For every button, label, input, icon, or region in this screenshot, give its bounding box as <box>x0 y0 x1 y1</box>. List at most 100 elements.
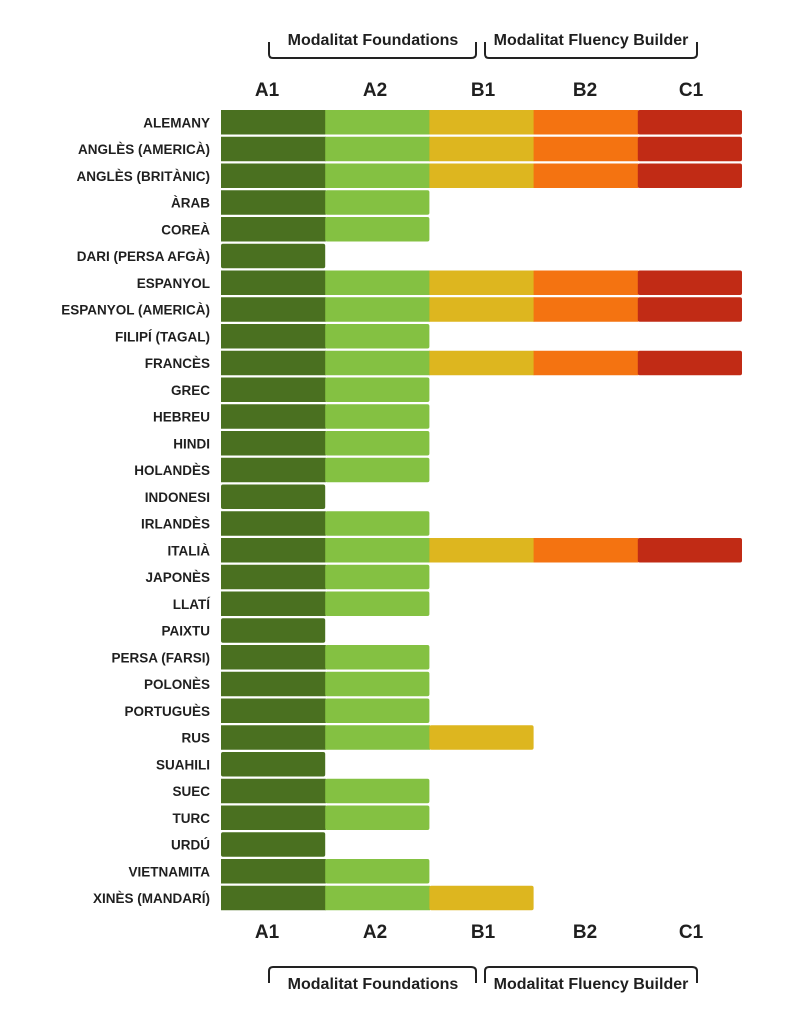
level-label-b1: B1 <box>471 80 496 101</box>
bar-segment-a2 <box>325 725 430 750</box>
language-label: ESPANYOL (AMERICÀ) <box>61 303 210 318</box>
bar-segment-b2 <box>533 110 639 135</box>
bar-segment-a2 <box>325 511 430 536</box>
bar-segment-a1 <box>221 404 326 429</box>
bar-segment-b2 <box>533 136 639 162</box>
bar-segment-b2 <box>533 538 639 563</box>
bar-row <box>221 457 430 483</box>
bar-segment-a1 <box>221 725 326 750</box>
bar-row <box>221 110 742 135</box>
bar-row <box>221 484 326 509</box>
bar-segment-a2 <box>325 859 430 884</box>
bar-row <box>221 243 326 269</box>
bar-segment-a1 <box>221 243 326 269</box>
bar-row <box>221 136 742 162</box>
bar-segment-b1 <box>429 350 535 376</box>
bar-segment-b1 <box>429 297 535 322</box>
bar-segment-b1 <box>429 885 534 911</box>
bar-row <box>221 404 430 429</box>
level-label-b1: B1 <box>471 922 496 943</box>
language-labels: ALEMANY ANGLÈS (AMERICÀ) ANGLÈS (BRITÀNIC)… <box>61 115 211 906</box>
bar-segment-a2 <box>325 564 430 590</box>
bar-segment-b1 <box>429 538 535 563</box>
language-label: INDONESI <box>145 490 210 505</box>
bar-segment-a1 <box>221 671 326 697</box>
bar-row <box>221 511 430 536</box>
bar-segment-a2 <box>325 698 430 723</box>
bar-segment-a1 <box>221 163 326 188</box>
bar-segment-a2 <box>325 324 430 349</box>
language-label: JAPONÈS <box>145 570 210 585</box>
bar-segment-a2 <box>325 163 430 188</box>
bar-segment-c1 <box>637 538 742 563</box>
bar-segment-a1 <box>221 190 326 215</box>
bar-segment-a2 <box>325 778 430 804</box>
bar-segment-a1 <box>221 885 326 911</box>
bar-segment-a1 <box>221 136 326 162</box>
bar-segment-a2 <box>325 190 430 215</box>
bar-row <box>221 324 430 349</box>
bar-segment-c1 <box>637 163 742 188</box>
bar-row <box>221 297 742 322</box>
level-label-a2: A2 <box>363 922 387 943</box>
bar-segment-a1 <box>221 778 326 804</box>
bar-segment-a2 <box>325 270 430 295</box>
bar-segment-a1 <box>221 270 326 295</box>
bar-row <box>221 698 430 723</box>
bar-segment-b1 <box>429 110 535 135</box>
level-label-c1: C1 <box>679 80 704 101</box>
bar-row <box>221 350 742 376</box>
bar-segment-a2 <box>325 431 430 456</box>
language-label: ALEMANY <box>143 115 210 130</box>
modality-fluency-label: Modalitat Fluency Builder <box>494 32 689 49</box>
bar-segment-a2 <box>325 805 430 830</box>
bar-segment-a1 <box>221 832 326 857</box>
level-label-b2: B2 <box>573 922 597 943</box>
bar-row <box>221 752 326 777</box>
foundations-bracket <box>268 42 477 59</box>
level-label-c1: C1 <box>679 922 704 943</box>
modality-foundations-label: Modalitat Foundations <box>288 32 459 49</box>
language-label: RUS <box>181 731 210 746</box>
bar-segment-a2 <box>325 350 430 376</box>
top-level-axis: A1 A2 B1 B2 C1 Modalitat Foundations Modalitat… <box>255 32 704 101</box>
level-label-a1: A1 <box>255 922 280 943</box>
bar-segment-a1 <box>221 752 326 777</box>
bar-segment-a1 <box>221 591 326 616</box>
bar-row <box>221 270 742 295</box>
bar-segment-a1 <box>221 457 326 483</box>
bar-segment-a2 <box>325 885 430 911</box>
bar-segment-a1 <box>221 538 326 563</box>
bar-segment-a2 <box>325 538 430 563</box>
bar-row <box>221 859 430 884</box>
language-label: HOLANDÈS <box>134 463 210 478</box>
bar-row <box>221 725 534 750</box>
bar-row <box>221 671 430 697</box>
bar-segment-a2 <box>325 457 430 483</box>
level-label-a2: A2 <box>363 80 387 101</box>
bar-segment-a1 <box>221 698 326 723</box>
bar-row <box>221 805 430 830</box>
bar-segment-b1 <box>429 163 535 188</box>
bar-segment-c1 <box>637 136 742 162</box>
bar-segment-a1 <box>221 431 326 456</box>
language-label: PAIXTU <box>161 624 210 639</box>
bar-segment-a1 <box>221 217 326 242</box>
bar-segment-a2 <box>325 404 430 429</box>
bar-segment-a1 <box>221 377 326 402</box>
bar-segment-a1 <box>221 618 326 643</box>
language-label: SUAHILI <box>156 757 210 772</box>
bar-row <box>221 217 430 242</box>
language-label: DARI (PERSA AFGÀ) <box>77 249 210 264</box>
language-label: PORTUGUÈS <box>124 704 210 719</box>
language-label: HEBREU <box>153 410 210 425</box>
language-label: FILIPÍ (TAGAL) <box>115 329 210 344</box>
language-label: ANGLÈS (AMERICÀ) <box>78 142 210 157</box>
bar-segment-a1 <box>221 484 326 509</box>
language-label: ITALIÀ <box>168 543 211 558</box>
bar-segment-a1 <box>221 805 326 830</box>
bar-segment-a2 <box>325 297 430 322</box>
bar-segment-c1 <box>637 297 742 322</box>
language-label: URDÚ <box>171 838 210 853</box>
